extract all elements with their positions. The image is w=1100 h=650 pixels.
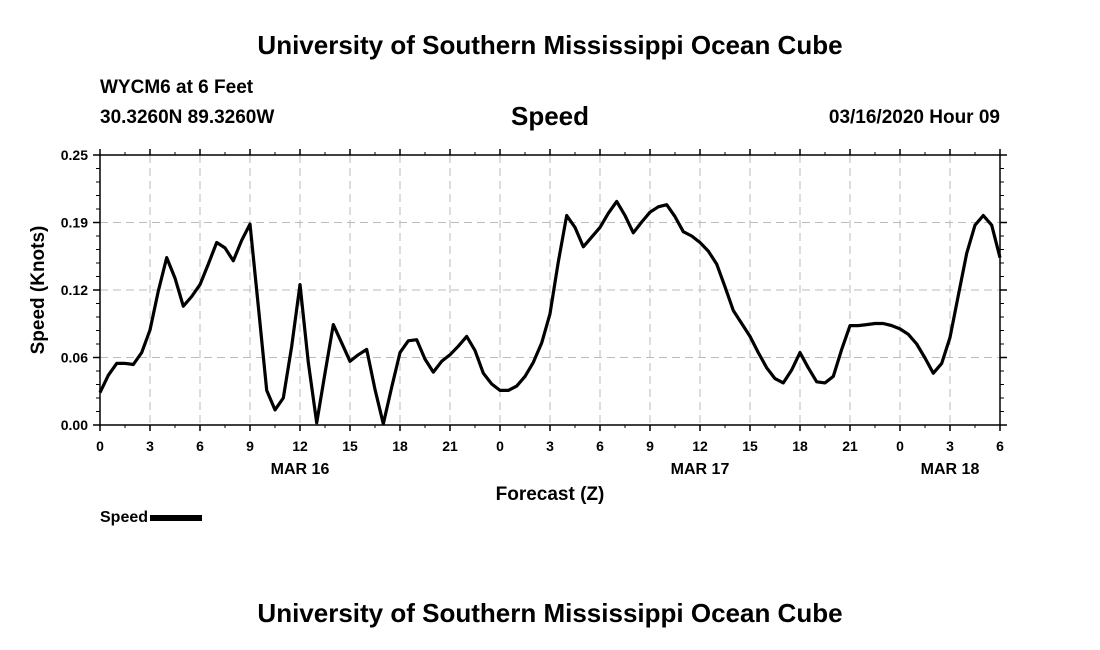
series-layer [98, 199, 1002, 426]
x-tick-label: 15 [342, 438, 358, 454]
x-tick-label: 0 [496, 438, 504, 454]
plot-frame [99, 154, 1001, 426]
x-tick-label: 0 [96, 438, 104, 454]
x-tick-label: 12 [692, 438, 708, 454]
x-tick-label: 6 [196, 438, 204, 454]
x-tick-label: 15 [742, 438, 758, 454]
legend: Speed [100, 509, 203, 527]
date-label: MAR 17 [671, 461, 730, 478]
y-tick-label: 0.12 [61, 282, 88, 298]
legend-label: Speed [100, 509, 149, 526]
grid-layer [100, 155, 1000, 425]
y-tick-label: 0.06 [61, 350, 88, 366]
x-tick-label: 6 [596, 438, 604, 454]
y-tick-label: 0.00 [61, 417, 88, 433]
x-tick-label: 0 [896, 438, 904, 454]
x-tick-label: 21 [842, 438, 858, 454]
x-tick-label: 3 [146, 438, 154, 454]
x-tick-label: 3 [946, 438, 954, 454]
x-tick-label: 3 [546, 438, 554, 454]
station-label: WYCM6 at 6 Feet [100, 77, 254, 98]
coordinates-label: 30.3260N 89.3260W [100, 107, 275, 128]
x-tick-label: 6 [996, 438, 1004, 454]
x-tick-label: 9 [646, 438, 654, 454]
x-tick-label: 12 [292, 438, 308, 454]
x-tick-label: 18 [392, 438, 408, 454]
x-axis-label: Forecast (Z) [496, 484, 605, 505]
speed-series-line [98, 199, 1002, 426]
top-title: University of Southern Mississippi Ocean… [257, 30, 843, 60]
y-tick-label: 0.25 [61, 147, 88, 163]
date-label: MAR 18 [921, 461, 980, 478]
x-tick-label: 21 [442, 438, 458, 454]
chart-title: Speed [510, 101, 590, 131]
x-tick-label: 9 [246, 438, 254, 454]
axis-layer: 0 3 6 9 12 15 18 21 0 3 6 9 12 15 18 21 0 3 6 0.00 0.06 0.12 0… [61, 147, 1007, 478]
datetime-label: 03/16/2020 Hour 09 [828, 107, 1000, 128]
legend-swatch [150, 514, 203, 521]
date-label: MAR 16 [271, 461, 330, 478]
x-tick-label: 18 [792, 438, 808, 454]
y-axis-label: Speed (Knots) [28, 226, 49, 355]
y-tick-label: 0.19 [61, 215, 88, 231]
bottom-title: University of Southern Mississippi Ocean… [257, 598, 843, 628]
